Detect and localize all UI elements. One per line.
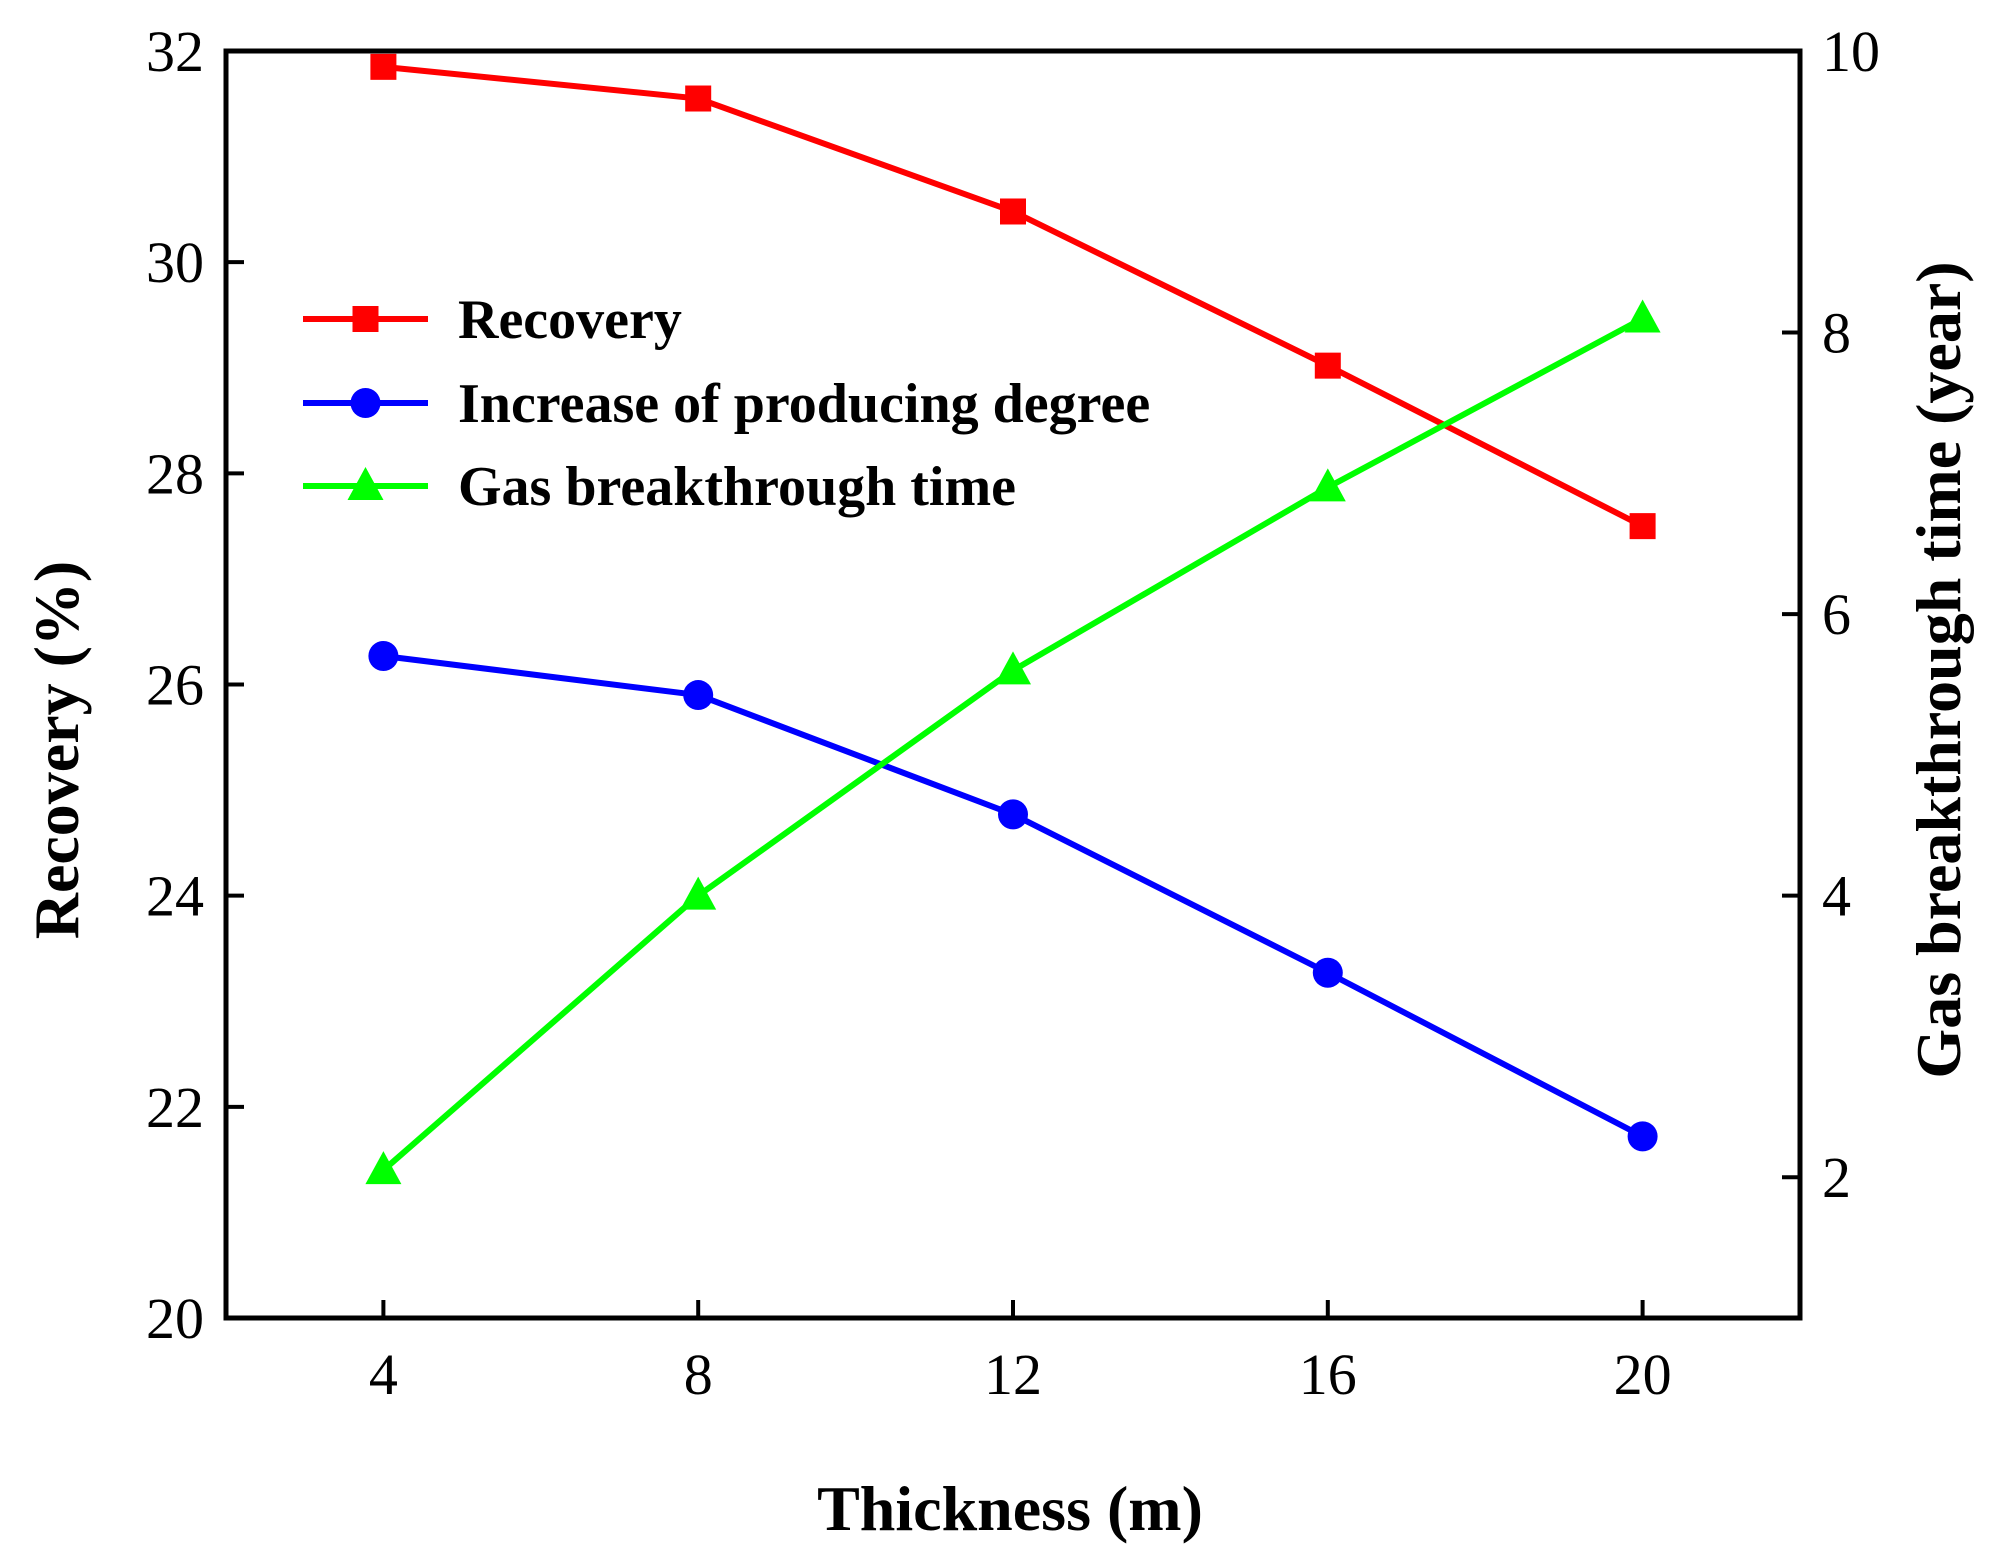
data-point	[1309, 468, 1346, 502]
x-tick-label: 12	[984, 1342, 1042, 1407]
y2-tick-label: 2	[1822, 1145, 1851, 1210]
y2-tick-label: 4	[1822, 864, 1851, 929]
y2-tick-label: 10	[1822, 19, 1880, 84]
plot-frame	[223, 48, 1803, 1321]
y2-tick-label: 6	[1822, 582, 1851, 647]
data-point	[680, 876, 717, 910]
series-line	[381, 315, 1645, 1173]
y-tick-label: 32	[146, 19, 204, 84]
series-circle	[368, 640, 1658, 1152]
y-axis-title: Recovery (%)	[21, 561, 92, 939]
y-tick-label: 20	[146, 1286, 204, 1351]
legend-marker	[352, 306, 379, 332]
data-point	[365, 1151, 402, 1185]
data-point	[1629, 513, 1656, 540]
series-line	[383, 653, 1644, 1140]
data-point	[1312, 957, 1343, 988]
x-axis-title: Thickness (m)	[817, 1473, 1203, 1544]
data-point	[685, 85, 712, 112]
legend-label: Gas breakthrough time	[458, 456, 1016, 518]
series-square	[370, 53, 1656, 540]
series-triangle	[365, 299, 1661, 1185]
legend-label: Recovery	[458, 289, 682, 351]
legend-label: Increase of producing degree	[458, 373, 1150, 435]
y-tick-label: 30	[146, 230, 204, 295]
y-tick-label: 26	[146, 653, 204, 718]
data-point	[1000, 198, 1026, 225]
data-point	[370, 53, 397, 80]
data-point	[998, 799, 1028, 830]
x-tick-label: 16	[1299, 1342, 1357, 1407]
y-tick-label: 28	[146, 441, 204, 506]
data-point	[995, 651, 1031, 685]
y-tick-label: 22	[146, 1075, 204, 1140]
data-point	[368, 640, 399, 671]
data-point	[1624, 299, 1661, 333]
x-tick-label: 4	[369, 1342, 398, 1407]
series-layer	[365, 53, 1661, 1185]
legend-marker	[347, 467, 384, 500]
data-point	[1314, 352, 1341, 379]
data-point	[683, 680, 714, 711]
x-tick-label: 8	[684, 1342, 713, 1407]
legend-marker	[350, 388, 381, 418]
y2-tick-label: 8	[1822, 301, 1851, 366]
y-tick-label: 24	[146, 864, 204, 929]
legend: Recovery Increase of producing degree Gas …	[303, 289, 1150, 518]
x-tick-label: 20	[1614, 1342, 1672, 1407]
data-point	[1627, 1121, 1658, 1152]
y2-axis-title: Gas breakthrough time (year)	[1903, 261, 1974, 1078]
